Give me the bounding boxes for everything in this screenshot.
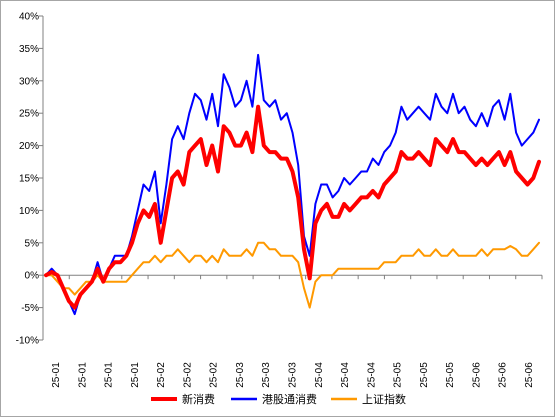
x-tick-label: 25-03	[261, 362, 272, 388]
x-tick-label: 25-04	[340, 362, 351, 388]
y-tick-label: 10%	[19, 206, 39, 217]
y-tick-label: 35%	[19, 44, 39, 55]
x-tick-label: 25-05	[393, 362, 404, 388]
legend-label: 港股通消费	[262, 392, 317, 406]
y-tick-label: 30%	[19, 76, 39, 87]
x-tick-label: 25-04	[314, 362, 325, 388]
x-tick-label: 25-06	[524, 362, 535, 388]
x-tick-label: 25-03	[288, 362, 299, 388]
legend-label: 上证指数	[362, 392, 406, 406]
x-tick-label: 25-02	[209, 362, 220, 388]
x-tick-label: 25-02	[156, 362, 167, 388]
x-tick-label: 25-01	[104, 362, 115, 388]
y-tick-label: 5%	[25, 238, 40, 249]
x-tick-label: 25-01	[77, 362, 88, 388]
series-line-1	[44, 104, 541, 310]
y-tick-label: 25%	[19, 109, 39, 120]
legend-label: 新消费	[182, 392, 215, 406]
x-tick-label: 25-06	[498, 362, 509, 388]
x-tick-label: 25-05	[419, 362, 430, 388]
x-tick-label: 25-04	[366, 362, 377, 388]
x-tick-label: 25-05	[445, 362, 456, 388]
y-tick-label: -10%	[16, 336, 39, 347]
y-tick-label: -5%	[21, 303, 39, 314]
x-tick-label: 25-03	[235, 362, 246, 388]
x-tick-label: 25-06	[471, 362, 482, 388]
series-line-3	[45, 241, 540, 309]
y-tick-label: 20%	[19, 141, 39, 152]
x-tick-label: 25-01	[130, 362, 141, 388]
y-tick-label: 0%	[25, 271, 40, 282]
x-tick-label: 25-02	[182, 362, 193, 388]
y-tick-label: 40%	[19, 12, 39, 23]
y-tick-label: 15%	[19, 174, 39, 185]
x-tick-label: 25-01	[51, 362, 62, 388]
